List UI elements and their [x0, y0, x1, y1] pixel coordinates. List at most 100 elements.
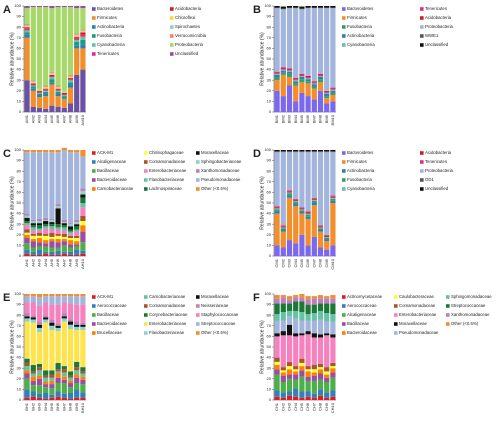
bar-segment [61, 245, 67, 252]
legend-swatch [420, 25, 424, 29]
bar-segment [324, 8, 330, 91]
bar-segment [55, 206, 61, 209]
panel-label: E [3, 292, 10, 304]
bar-segment [61, 253, 67, 256]
y-tick-label: 80 [267, 168, 272, 173]
bar-segment [311, 99, 317, 112]
bar-segment [36, 393, 43, 398]
bar-segment [55, 208, 61, 225]
bar-segment [286, 299, 293, 304]
bar-segment [311, 197, 317, 199]
bar-segment [67, 226, 74, 230]
legend-swatch [420, 7, 424, 11]
bar-segment [74, 33, 80, 35]
bar-segment [293, 366, 299, 370]
bar-segment [293, 318, 299, 334]
bar-segment [324, 152, 330, 235]
bar-segment [286, 197, 293, 241]
bar-segment [324, 392, 330, 398]
bar-segment [74, 226, 80, 230]
bar-segment [274, 211, 280, 214]
bar-segment [74, 229, 80, 232]
bar-segment [80, 29, 86, 31]
bar-segment [330, 303, 336, 315]
legend-label: Unclassified [425, 186, 449, 191]
bar-segment [74, 237, 80, 242]
bar-segment [55, 6, 61, 8]
x-tick-label: CM3 [287, 258, 292, 267]
bar-segment [55, 250, 61, 255]
bar-segment [67, 383, 74, 388]
legend-swatch [92, 169, 96, 173]
bar-segment [317, 231, 324, 248]
bar-segment [61, 383, 67, 394]
bar-segment [61, 92, 67, 94]
bar-segment [24, 80, 30, 112]
bar-segment [74, 249, 80, 255]
bar-segment [49, 73, 55, 75]
bar-segment [30, 319, 36, 323]
bar-segment [280, 372, 286, 376]
legend-swatch [170, 34, 174, 38]
bar-segment [67, 324, 74, 329]
bar-segment [324, 381, 330, 393]
y-tick-label: 80 [17, 168, 22, 173]
bar-segment [299, 9, 305, 74]
bar-segment [299, 376, 305, 392]
bar-segment [311, 198, 317, 200]
bar-segment [55, 325, 61, 328]
bar-segment [299, 6, 305, 9]
legend-label: Proteobacteria [425, 24, 454, 29]
bar-segment [330, 200, 336, 203]
bar-segment [317, 310, 324, 320]
bar-segment [30, 296, 36, 303]
bar-segment [274, 72, 280, 74]
legend-label: Moraxellaceae [399, 321, 428, 326]
bar-segment [299, 301, 305, 313]
bar-segment [311, 84, 317, 87]
legend-swatch [196, 160, 200, 164]
bar-segment [330, 314, 336, 322]
bar-segment [55, 304, 61, 324]
bar-segment [61, 372, 67, 377]
bar-segment [286, 374, 293, 379]
bar-segment [317, 298, 324, 304]
bar-segment [36, 254, 43, 256]
legend-label: Actinomycetaceae [347, 294, 383, 299]
y-tick-label: 0 [269, 397, 272, 402]
bar-segment [67, 328, 74, 372]
bar-segment [67, 235, 74, 238]
x-tick-label: CM7 [311, 258, 316, 267]
bar-segment [24, 225, 30, 230]
bar-segment [330, 337, 336, 363]
bar-segment [74, 6, 80, 9]
y-tick-label: 40 [267, 67, 272, 72]
legend-label: Firmicutes [347, 15, 367, 20]
bar-segment [24, 27, 30, 29]
bar-segment [80, 156, 86, 189]
legend-swatch [144, 160, 148, 164]
bar-segment [280, 312, 286, 321]
legend-swatch [92, 304, 96, 308]
bar-segment [317, 90, 324, 112]
bar-segment [61, 225, 67, 228]
bar-segment [280, 226, 286, 228]
x-tick-label: AH5 [49, 258, 54, 267]
bar-segment [330, 95, 336, 102]
bar-segment [80, 31, 86, 33]
bar-segment [55, 235, 61, 240]
bar-segment [67, 224, 74, 227]
bar-segment [324, 298, 330, 304]
legend-swatch [170, 43, 174, 47]
y-tick-label: 80 [17, 24, 22, 29]
panel-label: B [253, 4, 261, 16]
y-tick-label: 90 [17, 14, 22, 19]
bar-segment [305, 334, 311, 367]
bar-segment [299, 362, 305, 367]
legend-label: Moraxellaceae [201, 294, 230, 299]
bar-segment [55, 377, 61, 384]
bar-segment [280, 335, 286, 368]
bar-segment [324, 367, 330, 372]
bar-segment [299, 370, 305, 377]
bar-segment [49, 377, 55, 381]
